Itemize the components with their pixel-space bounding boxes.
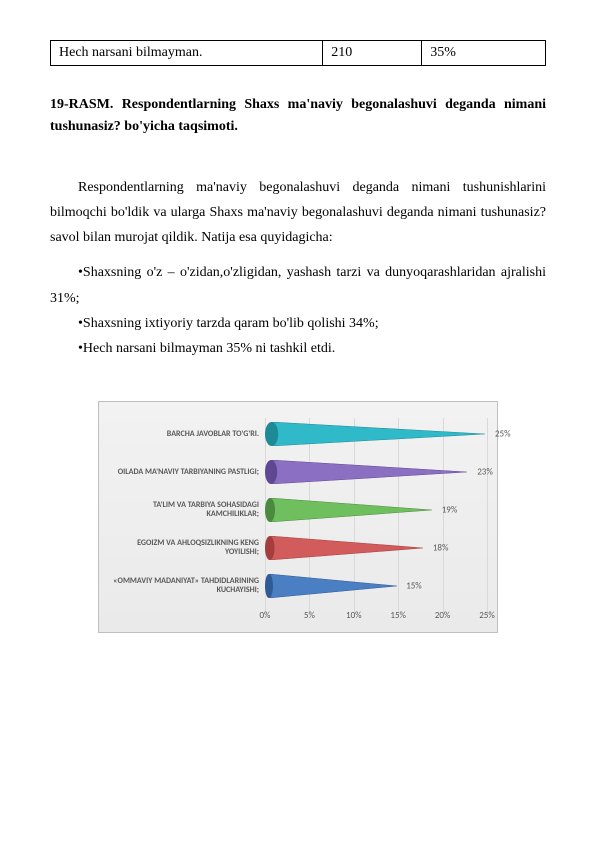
table-row: Hech narsani bilmayman. 210 35%	[51, 41, 546, 66]
bar-label: «OMMAVIY MADANIYAT» TAHDIDLARINING KUCHA…	[109, 577, 265, 595]
bar-label: BARCHA JAVOBLAR TO'G'RI.	[109, 430, 265, 439]
list-item: •Hech narsani bilmayman 35% ni tashkil e…	[50, 336, 546, 361]
bar-cone	[265, 460, 467, 484]
bar-value: 18%	[433, 543, 449, 554]
bar-cone	[265, 574, 397, 598]
x-axis: 0%5%10%15%20%25%	[109, 610, 487, 624]
bar-value: 25%	[495, 429, 511, 440]
bar-cone	[265, 422, 485, 446]
bar-label: OILADA MA'NAVIY TARBIYANING PASTLIGI;	[109, 468, 265, 477]
axis-tick: 15%	[390, 610, 406, 621]
bar-plot: 19%	[265, 496, 487, 524]
bar-plot: 23%	[265, 458, 487, 486]
bar-label: EGOIZM VA AHLOQSIZLIKNING KENG YOYILISHI…	[109, 539, 265, 557]
bar-cone	[265, 498, 432, 522]
chart-row: «OMMAVIY MADANIYAT» TAHDIDLARINING KUCHA…	[109, 572, 487, 600]
list-item: •Shaxsning o'z – o'zidan,o'zligidan, yas…	[50, 260, 546, 310]
chart-row: OILADA MA'NAVIY TARBIYANING PASTLIGI;23%	[109, 458, 487, 486]
cell-pct: 35%	[422, 41, 546, 66]
axis-tick: 5%	[304, 610, 315, 621]
bar-plot: 25%	[265, 420, 487, 448]
axis-tick: 20%	[435, 610, 451, 621]
bullet-list: •Shaxsning o'z – o'zidan,o'zligidan, yas…	[50, 260, 546, 361]
bar-plot: 18%	[265, 534, 487, 562]
chart-row: TA'LIM VA TARBIYA SOHASIDAGI KAMCHILIKLA…	[109, 496, 487, 524]
chart-row: EGOIZM VA AHLOQSIZLIKNING KENG YOYILISHI…	[109, 534, 487, 562]
summary-table: Hech narsani bilmayman. 210 35%	[50, 40, 546, 66]
chart-row: BARCHA JAVOBLAR TO'G'RI.25%	[109, 420, 487, 448]
axis-tick: 10%	[346, 610, 362, 621]
list-item: •Shaxsning ixtiyoriy tarzda qaram bo'lib…	[50, 311, 546, 336]
bar-value: 19%	[442, 505, 458, 516]
cell-count: 210	[323, 41, 422, 66]
body-paragraph: Respondentlarning ma'naviy begonalashuvi…	[50, 175, 546, 251]
cell-label: Hech narsani bilmayman.	[51, 41, 323, 66]
bar-cone	[265, 536, 423, 560]
bar-label: TA'LIM VA TARBIYA SOHASIDAGI KAMCHILIKLA…	[109, 501, 265, 519]
bar-chart: BARCHA JAVOBLAR TO'G'RI.25%OILADA MA'NAV…	[98, 401, 498, 633]
bar-value: 23%	[477, 467, 493, 478]
bar-plot: 15%	[265, 572, 487, 600]
axis-tick: 0%	[260, 610, 271, 621]
bar-value: 15%	[406, 581, 422, 592]
axis-tick: 25%	[479, 610, 495, 621]
figure-caption: 19-RASM. Respondentlarning Shaxs ma'navi…	[50, 94, 546, 139]
